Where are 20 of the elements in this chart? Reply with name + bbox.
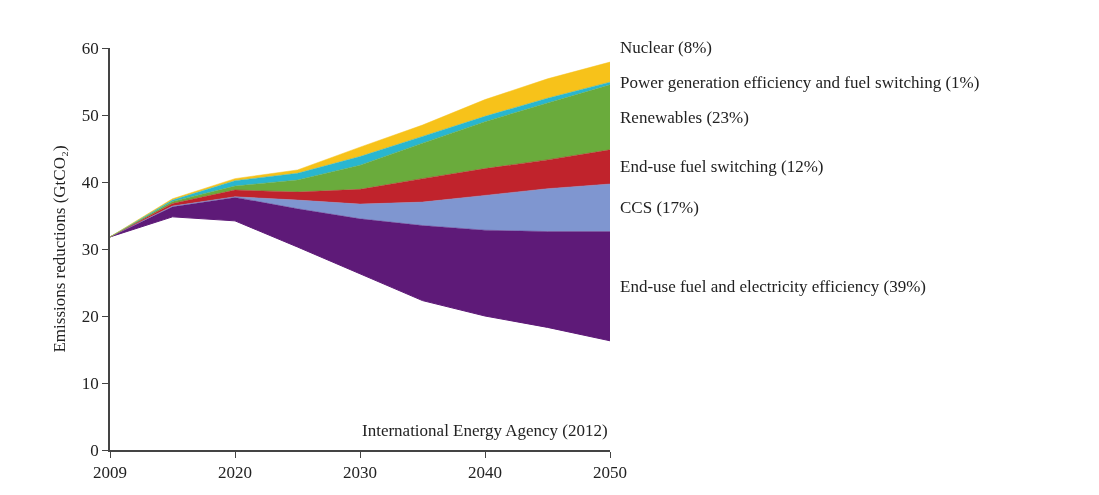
y-tick-label: 40: [81, 172, 99, 192]
annotation: International Energy Agency (2012): [362, 421, 608, 440]
series-label: CCS (17%): [620, 198, 699, 217]
y-tick-label: 60: [81, 38, 99, 58]
y-tick-label: 50: [81, 105, 99, 125]
series-label: Renewables (23%): [620, 108, 749, 127]
x-tick-label: 2020: [218, 463, 252, 483]
y-tick-label: 0: [90, 440, 99, 460]
x-tick-label: 2030: [343, 463, 377, 483]
series-label: Power generation efficiency and fuel switching (1%): [620, 73, 980, 92]
x-tick-label: 2009: [93, 463, 127, 483]
series-label: Nuclear (8%): [620, 38, 713, 57]
y-tick-label: 20: [81, 306, 99, 326]
series-label: End-use fuel and electricity efficiency (39%): [620, 277, 927, 296]
y-tick-label: 10: [81, 373, 99, 393]
y-tick-label: 30: [81, 239, 99, 259]
series-label: End-use fuel switching (12%): [620, 157, 824, 176]
x-tick-label: 2050: [593, 463, 627, 483]
y-axis-title: Emissions reductions (GtCO₂): [49, 145, 69, 353]
x-tick-label: 2040: [468, 463, 502, 483]
